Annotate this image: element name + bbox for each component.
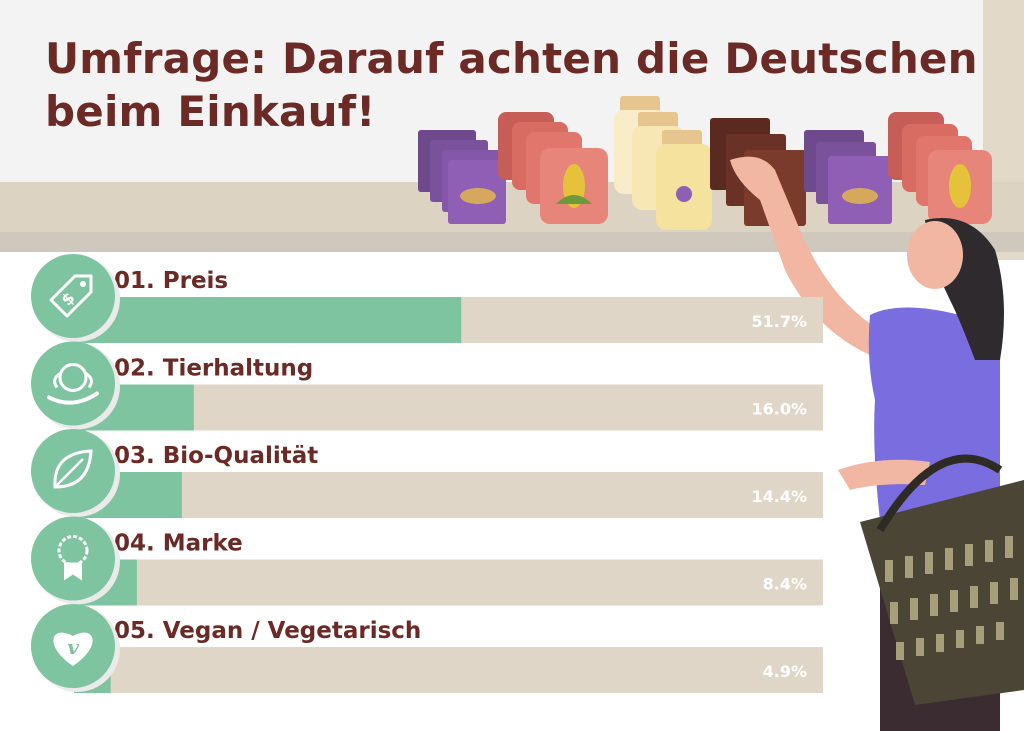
product-jars [614, 96, 712, 230]
category-label: 01. Preis [114, 268, 228, 294]
bar-track [74, 472, 823, 518]
icon-disc [31, 254, 115, 338]
page-title: Umfrage: Darauf achten die Deutschen bei… [45, 34, 978, 136]
shelf-edge [0, 232, 1024, 252]
icon-disc [31, 516, 115, 601]
vegan-heart-icon [53, 632, 93, 666]
dog-ear-right [85, 372, 93, 389]
product-boxes-corn-2 [888, 112, 992, 224]
shelf-top [0, 182, 400, 232]
leaf-icon [53, 449, 93, 489]
category-label: 05. Vegan / Vegetarisch [114, 618, 421, 644]
price-tag-hole [80, 281, 86, 287]
data-label: 8.4% [763, 575, 807, 594]
bar-track [74, 559, 823, 606]
data-label: 16.0% [751, 400, 807, 419]
hand-shape [47, 391, 99, 405]
medal-ribbon [64, 562, 82, 581]
bar [74, 297, 462, 343]
leaf-vein [54, 458, 84, 488]
dog-ear-left [53, 372, 61, 389]
product-boxes-corn [498, 112, 608, 224]
product-boxes-purple-2 [804, 130, 892, 224]
vegan-v-letter: v [67, 635, 79, 659]
icon-disc [31, 341, 115, 426]
category-label: 03. Bio-Qualität [114, 443, 318, 469]
icon-disc [31, 429, 115, 513]
data-label: 51.7% [751, 312, 807, 331]
bar-track [74, 384, 823, 431]
data-label: 4.9% [763, 662, 807, 681]
price-tag-icon [49, 274, 93, 318]
woman-shopper-illustration [730, 156, 1024, 731]
bar-track [74, 647, 823, 693]
data-label: 14.4% [751, 487, 807, 506]
category-label: 04. Marke [114, 531, 243, 557]
category-label: 02. Tierhaltung [114, 356, 313, 382]
dog-in-hand-icon [58, 363, 88, 392]
product-boxes-purple [418, 130, 506, 224]
